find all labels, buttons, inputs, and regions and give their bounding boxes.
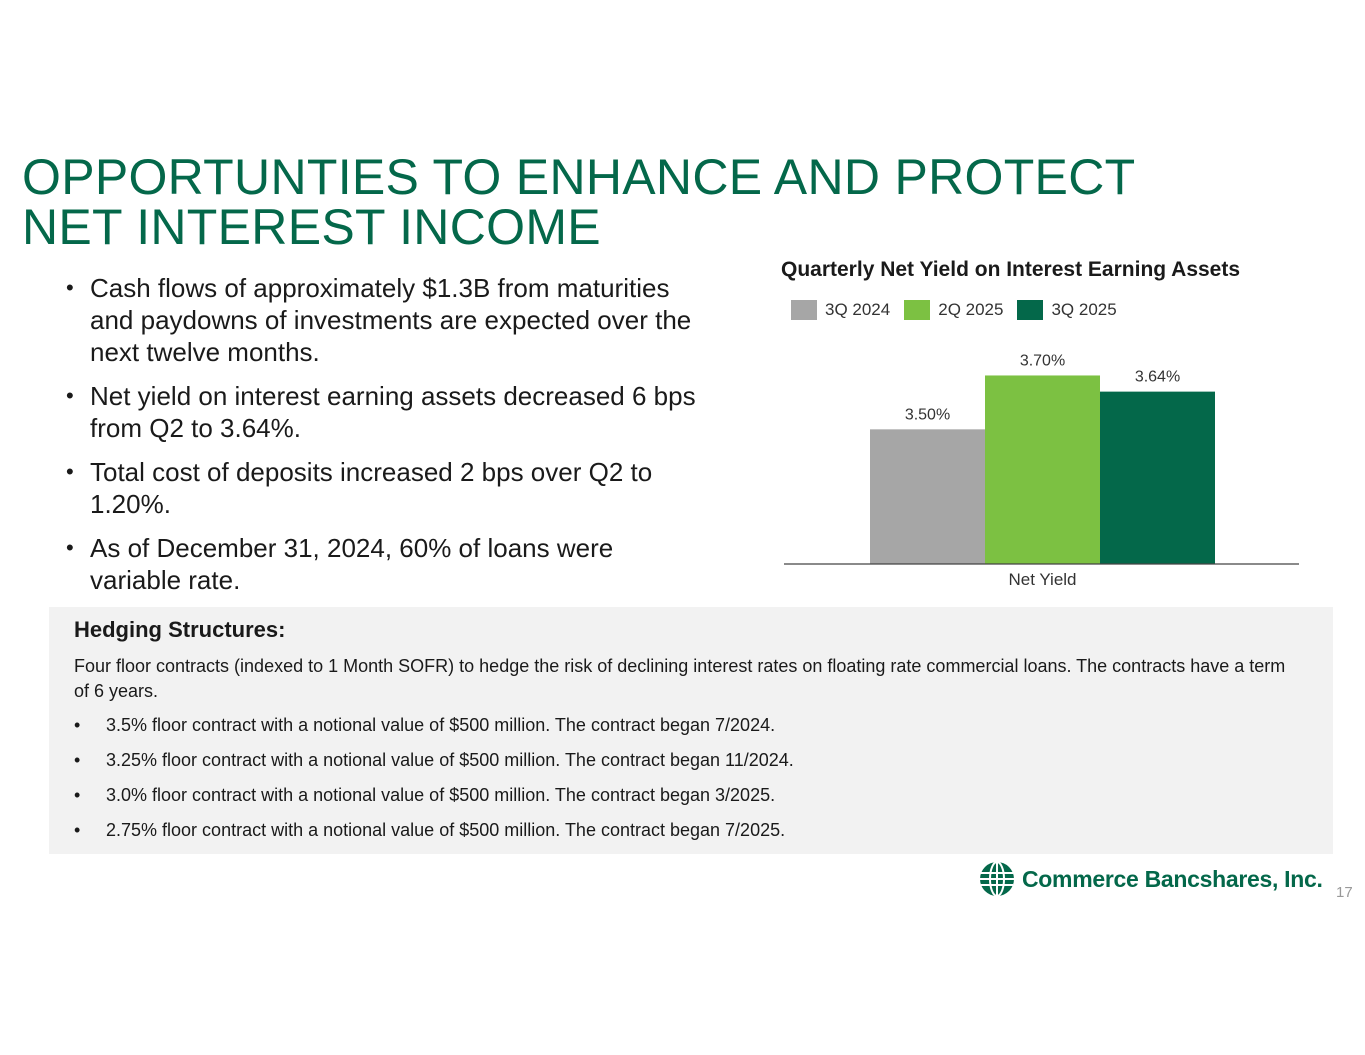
net-yield-chart: 3.50% 3.70% 3.64% Net Yield Quarterly Net Y… (775, 252, 1315, 597)
hedging-title: Hedging Structures: (74, 617, 286, 642)
data-label: 3.64% (1135, 369, 1180, 386)
data-label: 3.70% (1020, 352, 1065, 369)
bar-2q-2025 (985, 375, 1100, 564)
page-title: OPPORTUNTIES TO ENHANCE AND PROTECT NET … (22, 152, 1135, 252)
legend-swatch (1017, 300, 1044, 320)
hedging-panel: Hedging Structures: Four floor contracts… (49, 607, 1333, 854)
key-points-list: Cash flows of approximately $1.3B from m… (60, 272, 700, 608)
hedging-item: 3.0% floor contract with a notional valu… (74, 783, 794, 808)
page-title-line2: NET INTEREST INCOME (22, 199, 601, 255)
hedging-list: 3.5% floor contract with a notional valu… (74, 713, 794, 853)
chart-legend: 3Q 2024 2Q 2025 3Q 2025 (791, 300, 1117, 320)
key-point: As of December 31, 2024, 60% of loans we… (60, 532, 700, 596)
legend-item-3q2025: 3Q 2025 (1017, 300, 1117, 320)
legend-item-2q2025: 2Q 2025 (904, 300, 1003, 320)
legend-item-3q2024: 3Q 2024 (791, 300, 890, 320)
company-logo: Commerce Bancshares, Inc. (978, 860, 1323, 898)
legend-swatch (904, 300, 931, 320)
key-point: Cash flows of approximately $1.3B from m… (60, 272, 700, 368)
hedging-intro: Four floor contracts (indexed to 1 Month… (74, 656, 1286, 701)
key-point: Net yield on interest earning assets dec… (60, 380, 700, 444)
legend-label: 3Q 2025 (1051, 300, 1117, 319)
globe-icon (980, 861, 1014, 897)
chart-canvas: 3.50% 3.70% 3.64% Net Yield (784, 352, 1299, 589)
bar-3q-2025 (1100, 391, 1215, 564)
chart-title: Quarterly Net Yield on Interest Earning … (781, 258, 1241, 281)
page-number: 17 (1336, 884, 1353, 901)
hedging-item: 2.75% floor contract with a notional val… (74, 818, 794, 843)
legend-label: 3Q 2024 (825, 300, 891, 319)
x-tick-label: Net Yield (1008, 570, 1076, 589)
hedging-item: 3.5% floor contract with a notional valu… (74, 713, 794, 738)
bar-3q-2024 (870, 429, 985, 564)
data-label: 3.50% (905, 406, 950, 423)
key-point: Total cost of deposits increased 2 bps o… (60, 456, 700, 520)
logo-text: Commerce Bancshares, Inc. (1022, 865, 1323, 892)
hedging-item: 3.25% floor contract with a notional val… (74, 748, 794, 773)
legend-swatch (791, 300, 817, 320)
page-title-line1: OPPORTUNTIES TO ENHANCE AND PROTECT (22, 149, 1136, 205)
legend-label: 2Q 2025 (938, 300, 1004, 319)
